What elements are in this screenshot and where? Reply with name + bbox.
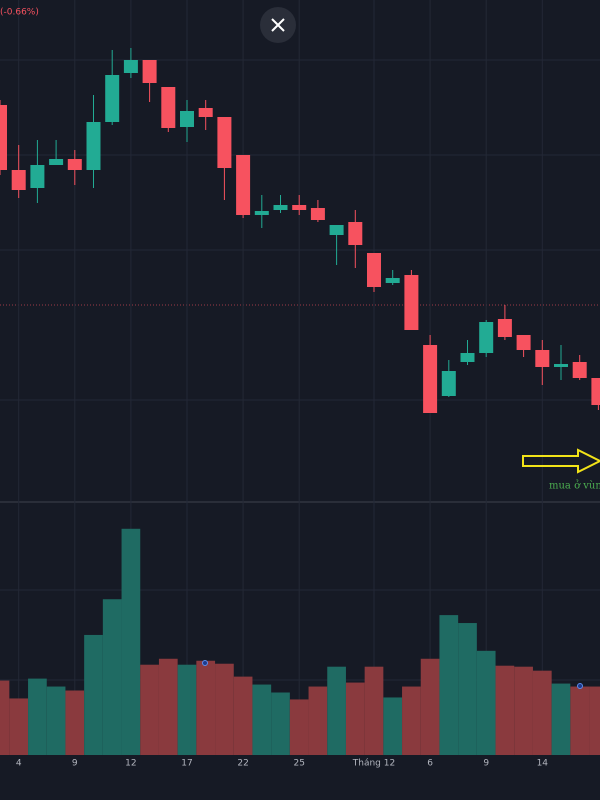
x-tick-label: 22 — [237, 759, 248, 769]
candle-body — [273, 205, 288, 210]
candle-body — [460, 353, 475, 362]
volume-bar — [65, 690, 85, 755]
volume-bar — [364, 666, 384, 755]
candle-body — [86, 122, 101, 170]
volume-bar — [532, 670, 552, 755]
marker-dot — [202, 660, 208, 666]
volume-bar — [196, 660, 216, 755]
candle-body — [254, 211, 269, 215]
x-tick-label: 12 — [125, 759, 136, 769]
x-tick-label: 25 — [293, 759, 304, 769]
close-button[interactable] — [260, 7, 296, 43]
candle-body — [479, 322, 494, 353]
candle-body — [554, 364, 568, 367]
volume-bar — [215, 663, 234, 755]
volume-bar — [308, 686, 328, 755]
x-tick-label: 9 — [483, 759, 489, 769]
change-label: (-0.66%) — [0, 8, 39, 18]
candle-body — [217, 117, 232, 168]
x-tick-label: Tháng 12 — [352, 759, 395, 769]
candle-body — [142, 60, 157, 83]
candle-body — [30, 165, 45, 188]
volume-bar — [495, 665, 515, 755]
volume-bar — [345, 682, 365, 755]
candle-body — [535, 350, 550, 367]
volume-bar — [233, 676, 253, 755]
volume-bar — [0, 680, 10, 755]
volume-bar — [439, 615, 459, 755]
volume-bar — [551, 683, 571, 755]
volume-bar — [28, 678, 47, 755]
volume-bar — [140, 664, 159, 755]
candle-body — [123, 60, 138, 73]
candle-body — [0, 105, 7, 170]
volume-bar — [177, 664, 197, 755]
volume-bar — [84, 634, 103, 755]
volume-bar — [476, 650, 496, 755]
candle-body — [329, 225, 344, 235]
marker-dot — [577, 683, 583, 689]
candle-body — [292, 205, 307, 210]
candle-body — [441, 371, 456, 396]
candle-body — [310, 208, 325, 220]
volume-bar — [289, 699, 309, 755]
candle-body — [161, 87, 176, 128]
volume-bar — [458, 623, 477, 755]
volume-bar — [327, 666, 346, 755]
candle-body — [423, 345, 438, 413]
volume-bar — [420, 658, 440, 755]
annotation: mua ở vùng — [549, 481, 600, 492]
candle-body — [105, 75, 120, 122]
candle-body — [591, 378, 600, 405]
volume-bar — [9, 698, 29, 755]
x-tick-label: 6 — [427, 759, 433, 769]
volume-bar — [46, 686, 66, 755]
x-tick-label: 9 — [72, 759, 78, 769]
volume-bar — [589, 686, 600, 755]
candle-body — [497, 319, 512, 337]
volume-bar — [102, 599, 122, 755]
annotation-arrow — [522, 448, 600, 474]
candle-body — [67, 159, 82, 170]
x-tick-label: 14 — [537, 759, 549, 769]
candle-body — [180, 111, 194, 127]
candle-body — [236, 155, 251, 215]
volume-bar — [514, 666, 533, 755]
x-tick-label: 4 — [16, 759, 22, 769]
x-tick-label: 17 — [181, 759, 192, 769]
candle-body — [49, 159, 64, 165]
volume-bar — [121, 528, 141, 755]
candle-body — [404, 275, 419, 330]
marks — [0, 48, 600, 755]
candle-body — [385, 278, 400, 283]
candle-body — [11, 170, 26, 190]
volume-bar — [402, 686, 421, 755]
close-icon[interactable] — [271, 18, 285, 32]
candle-body — [348, 222, 363, 245]
volume-bar — [252, 684, 272, 755]
candle-body — [367, 253, 381, 287]
volume-bar — [158, 658, 178, 755]
candle-body — [572, 362, 587, 378]
volume-bar — [570, 686, 590, 755]
candle-body — [198, 108, 213, 117]
candle-body — [516, 335, 531, 350]
volume-bar — [383, 697, 403, 755]
volume-bar — [271, 692, 290, 755]
